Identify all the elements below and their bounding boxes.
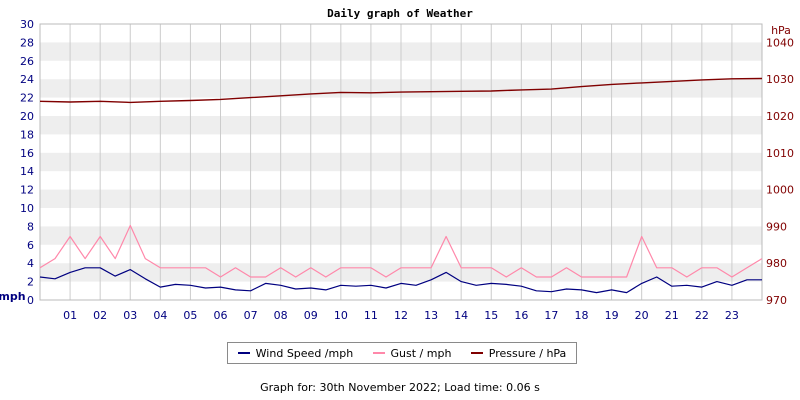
left-axis-unit: mph [0, 290, 26, 303]
chart-title: Daily graph of Weather [327, 7, 473, 20]
left-tick-label: 14 [20, 165, 34, 178]
x-tick-label: 20 [635, 309, 649, 322]
legend: Wind Speed /mph Gust / mph Pressure / hP… [227, 342, 577, 364]
right-tick-label: 990 [766, 220, 787, 233]
left-tick-label: 0 [27, 294, 34, 307]
x-tick-label: 11 [364, 309, 378, 322]
legend-label-wind: Wind Speed /mph [255, 346, 354, 360]
right-tick-label: 980 [766, 257, 787, 270]
right-tick-label: 1010 [766, 147, 794, 160]
left-tick-label: 24 [20, 73, 34, 86]
x-tick-label: 19 [605, 309, 619, 322]
x-tick-label: 05 [183, 309, 197, 322]
x-tick-label: 02 [93, 309, 107, 322]
legend-swatch-gust [372, 352, 385, 354]
x-tick-label: 22 [695, 309, 709, 322]
x-tick-label: 17 [544, 309, 558, 322]
x-axis-ticks: 01 02 03 04 05 06 07 08 09 10 11 12 13 14 15 16 17 18 19 20… [63, 309, 739, 322]
series-line-pressure [39, 77, 763, 104]
x-tick-label: 03 [123, 309, 137, 322]
x-tick-label: 08 [274, 309, 288, 322]
x-gridlines [69, 24, 733, 300]
left-tick-label: 4 [27, 257, 34, 270]
x-tick-label: 23 [725, 309, 739, 322]
left-tick-label: 30 [20, 18, 34, 31]
x-tick-label: 09 [304, 309, 318, 322]
x-tick-label: 18 [575, 309, 589, 322]
left-tick-label: 6 [27, 239, 34, 252]
footer-status: Graph for: 30th November 2022; Load time… [260, 381, 540, 394]
left-tick-label: 10 [20, 202, 34, 215]
legend-label-gust: Gust / mph [390, 346, 452, 360]
right-tick-label: 1020 [766, 110, 794, 123]
x-tick-label: 12 [394, 309, 408, 322]
legend-swatch-pressure [470, 352, 483, 354]
legend-item-pressure: Pressure / hPa [470, 346, 567, 360]
left-tick-label: 26 [20, 55, 34, 68]
legend-label-pressure: Pressure / hPa [488, 346, 567, 360]
left-tick-label: 12 [20, 184, 34, 197]
x-tick-label: 21 [665, 309, 679, 322]
series-layer [39, 77, 763, 294]
right-tick-label: 1040 [766, 36, 794, 49]
series-line-gust [39, 224, 763, 278]
series-line-wind-speed [39, 267, 762, 294]
x-tick-label: 15 [484, 309, 498, 322]
x-tick-label: 01 [63, 309, 77, 322]
right-axis-ticks: 970 980 990 1000 1010 1020 1030 1040 [766, 36, 794, 307]
legend-swatch-wind [237, 352, 250, 354]
left-tick-label: 2 [27, 276, 34, 289]
x-tick-label: 13 [424, 309, 438, 322]
legend-item-gust: Gust / mph [372, 346, 452, 360]
x-tick-label: 06 [214, 309, 228, 322]
left-tick-label: 18 [20, 128, 34, 141]
x-tick-label: 14 [454, 309, 468, 322]
x-tick-label: 04 [153, 309, 167, 322]
plot-frame [39, 23, 763, 301]
left-tick-label: 20 [20, 110, 34, 123]
x-tick-label: 10 [334, 309, 348, 322]
left-tick-label: 28 [20, 36, 34, 49]
right-tick-label: 1000 [766, 184, 794, 197]
left-tick-label: 8 [27, 220, 34, 233]
x-tick-label: 07 [244, 309, 258, 322]
x-tick-label: 16 [514, 309, 528, 322]
right-tick-label: 1030 [766, 73, 794, 86]
legend-item-wind: Wind Speed /mph [237, 346, 354, 360]
left-tick-label: 22 [20, 92, 34, 105]
right-axis-unit: hPa [771, 24, 791, 37]
right-tick-label: 970 [766, 294, 787, 307]
left-tick-label: 16 [20, 147, 34, 160]
